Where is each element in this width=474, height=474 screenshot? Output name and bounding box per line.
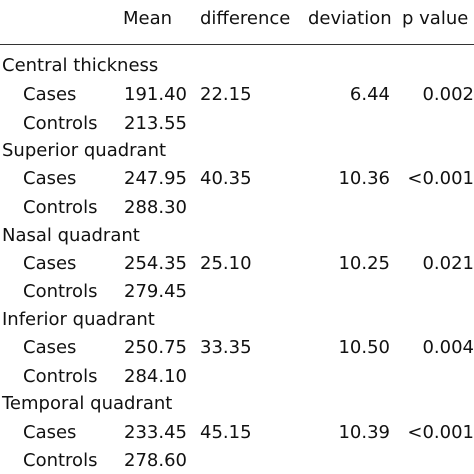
- cell-mean: 213.55: [124, 113, 187, 134]
- row-label: Controls: [23, 197, 98, 218]
- cell-mean: 284.10: [124, 366, 187, 387]
- row-label: Controls: [23, 450, 98, 471]
- cell-mean: 279.45: [124, 281, 187, 302]
- cell-p-value: <0.001: [407, 422, 474, 443]
- cell-p-value: 0.002: [422, 84, 474, 105]
- row-label: Controls: [23, 113, 98, 134]
- cell-deviation: 10.50: [338, 337, 390, 358]
- cell-mean: 191.40: [124, 84, 187, 105]
- cell-mean: 250.75: [124, 337, 187, 358]
- cell-p-value: 0.021: [422, 253, 474, 274]
- row-label: Cases: [23, 168, 77, 189]
- header-rule: [0, 44, 474, 45]
- cell-difference: 33.35: [200, 337, 252, 358]
- header-deviation: deviation: [308, 8, 392, 29]
- row-label: Controls: [23, 281, 98, 302]
- cell-deviation: 6.44: [349, 84, 390, 105]
- row-label: Cases: [23, 337, 77, 358]
- header-mean: Mean: [123, 8, 173, 29]
- group-title: Inferior quadrant: [2, 309, 155, 330]
- cell-p-value: 0.004: [422, 337, 474, 358]
- cell-mean: 278.60: [124, 450, 187, 471]
- header-p-value: p value: [402, 8, 469, 29]
- cell-mean: 233.45: [124, 422, 187, 443]
- header-difference: difference: [200, 8, 291, 29]
- cell-mean: 254.35: [124, 253, 187, 274]
- cell-difference: 40.35: [200, 168, 252, 189]
- group-title: Nasal quadrant: [2, 225, 140, 246]
- cell-difference: 25.10: [200, 253, 252, 274]
- cell-mean: 288.30: [124, 197, 187, 218]
- cell-deviation: 10.25: [338, 253, 390, 274]
- cell-p-value: <0.001: [407, 168, 474, 189]
- group-title: Temporal quadrant: [2, 393, 173, 414]
- row-label: Cases: [23, 84, 77, 105]
- row-label: Cases: [23, 253, 77, 274]
- row-label: Controls: [23, 366, 98, 387]
- group-title: Central thickness: [2, 55, 159, 76]
- cell-deviation: 10.39: [338, 422, 390, 443]
- group-title: Superior quadrant: [2, 140, 167, 161]
- row-label: Cases: [23, 422, 77, 443]
- cell-difference: 45.15: [200, 422, 252, 443]
- cell-mean: 247.95: [124, 168, 187, 189]
- cell-deviation: 10.36: [338, 168, 390, 189]
- cell-difference: 22.15: [200, 84, 252, 105]
